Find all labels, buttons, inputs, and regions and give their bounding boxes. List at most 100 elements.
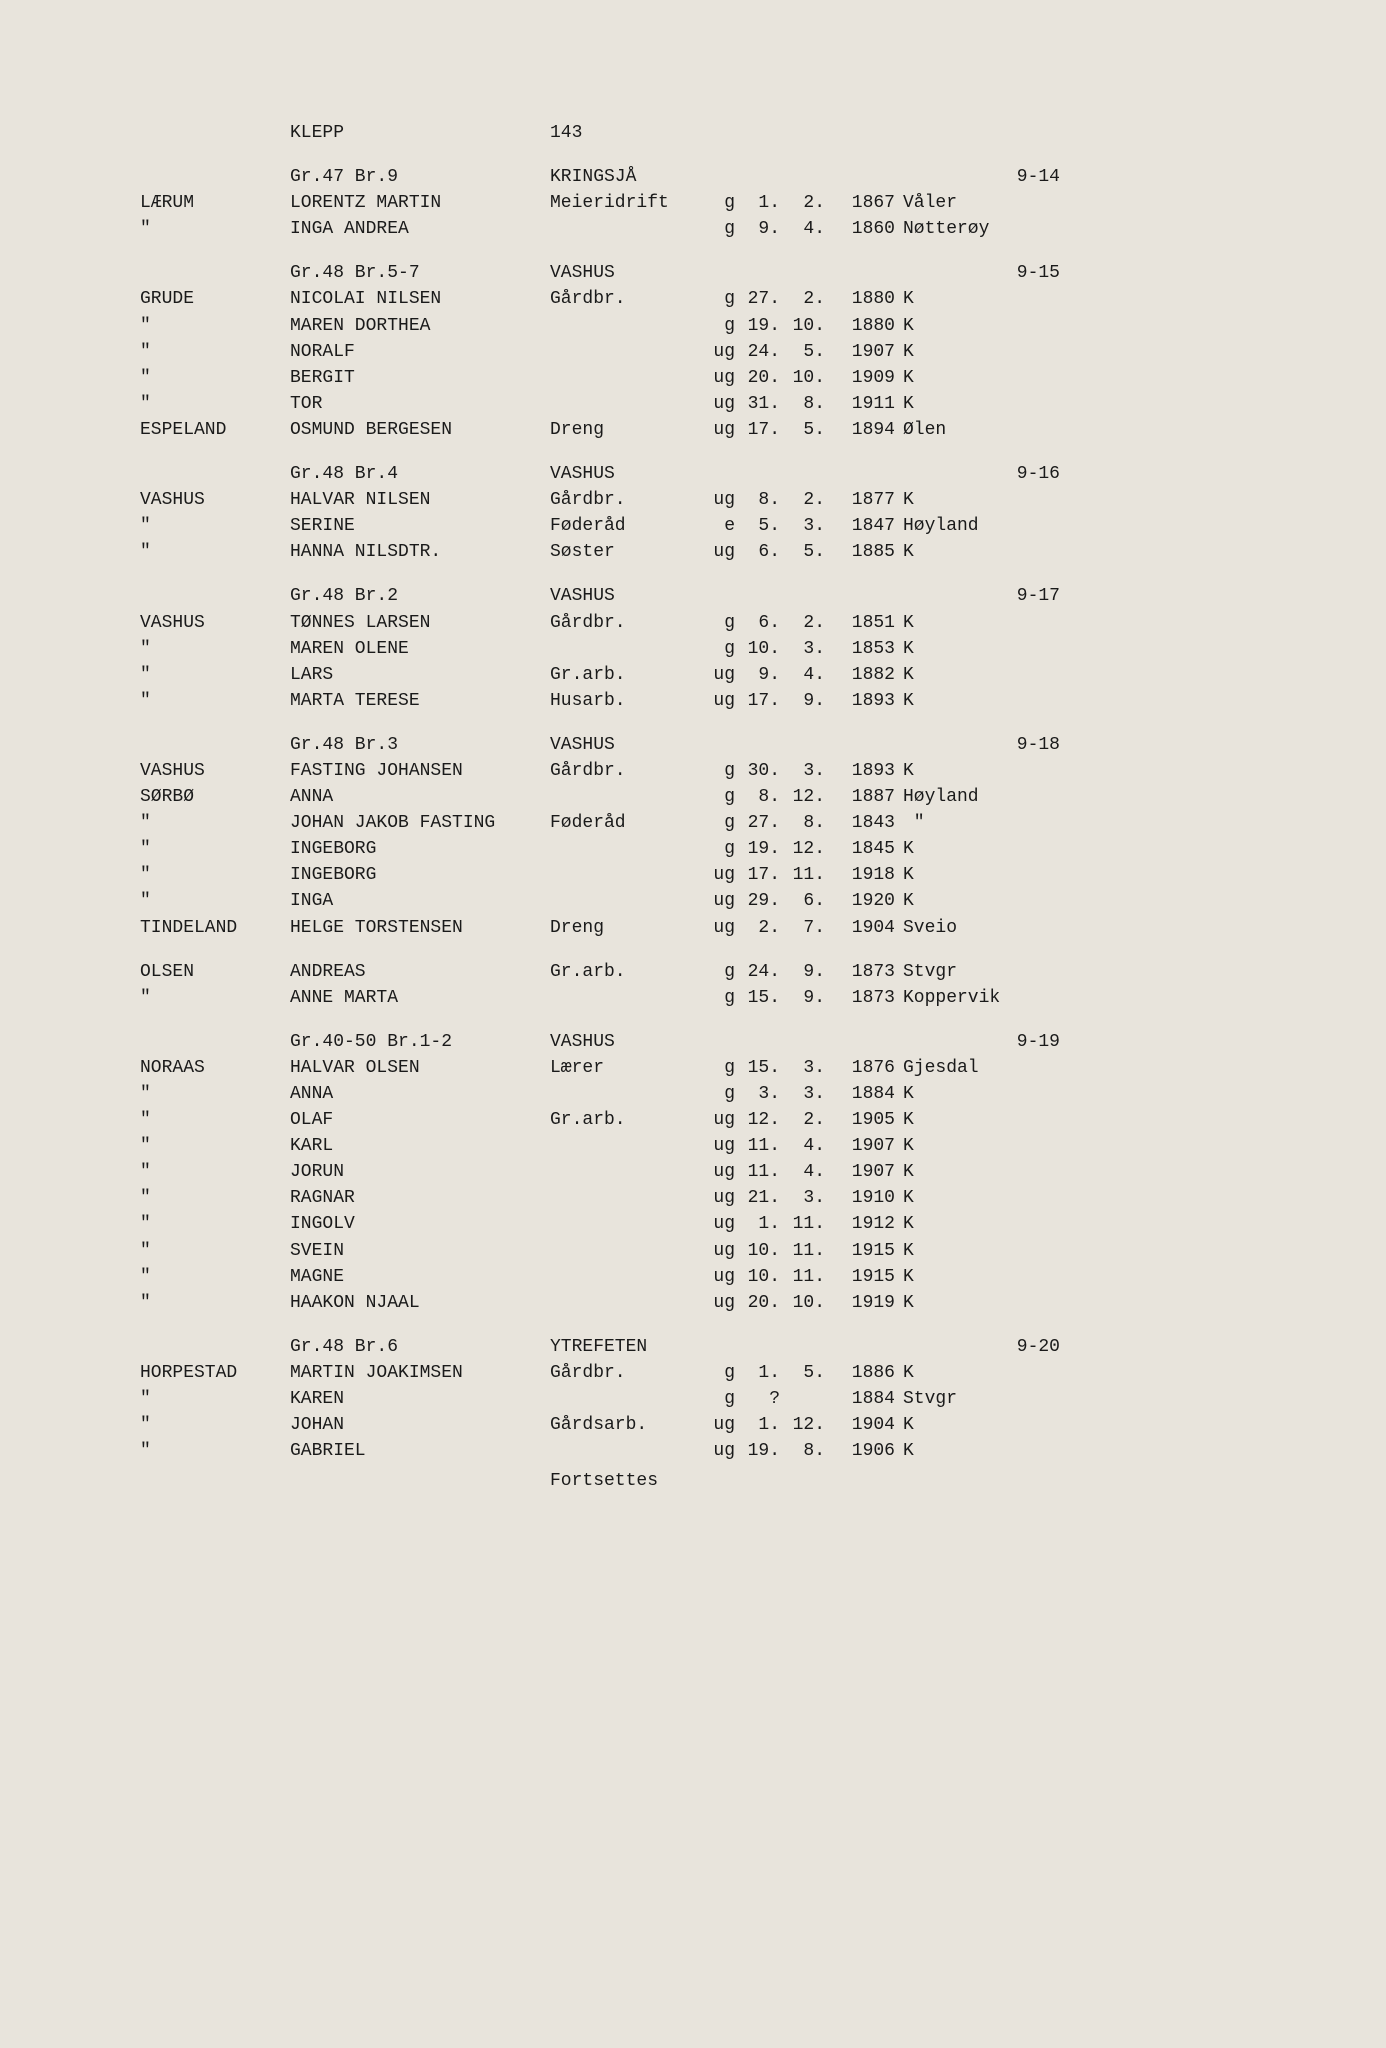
person-row: "JOHANGårdsarb.ug1.12.1904K — [140, 1412, 1140, 1438]
day-cell: 10. — [735, 1264, 780, 1290]
day-cell: 8. — [735, 784, 780, 810]
surname-cell: " — [140, 1081, 290, 1107]
occupation-cell — [550, 313, 700, 339]
farm-name: YTREFETEN — [550, 1334, 770, 1360]
place-cell: K — [903, 313, 1140, 339]
day-cell: 27. — [735, 286, 780, 312]
name-cell: NICOLAI NILSEN — [290, 286, 550, 312]
surname-cell: " — [140, 810, 290, 836]
surname-cell: " — [140, 339, 290, 365]
place-cell: K — [903, 1107, 1140, 1133]
surname-cell: " — [140, 985, 290, 1011]
year-cell: 1885 — [825, 539, 903, 565]
name-cell: KARL — [290, 1133, 550, 1159]
surname-cell: GRUDE — [140, 286, 290, 312]
surname-cell: VASHUS — [140, 758, 290, 784]
month-cell: 11. — [780, 1211, 825, 1237]
occupation-cell — [550, 216, 700, 242]
day-cell: 9. — [735, 662, 780, 688]
name-cell: RAGNAR — [290, 1185, 550, 1211]
name-cell: HELGE TORSTENSEN — [290, 915, 550, 941]
name-cell: HALVAR OLSEN — [290, 1055, 550, 1081]
month-cell: 5. — [780, 1360, 825, 1386]
month-cell: 6. — [780, 888, 825, 914]
year-cell: 1906 — [825, 1438, 903, 1464]
person-row: "KARENg?1884Stvgr — [140, 1386, 1140, 1412]
name-cell: NORALF — [290, 339, 550, 365]
day-cell: 2. — [735, 915, 780, 941]
surname-cell: TINDELAND — [140, 915, 290, 941]
year-cell: 1907 — [825, 339, 903, 365]
name-cell: FASTING JOHANSEN — [290, 758, 550, 784]
occupation-cell — [550, 1211, 700, 1237]
year-cell: 1880 — [825, 313, 903, 339]
year-cell: 1904 — [825, 915, 903, 941]
month-cell: 2. — [780, 610, 825, 636]
occupation-cell — [550, 1133, 700, 1159]
month-cell: 11. — [780, 1264, 825, 1290]
place-cell: K — [903, 836, 1140, 862]
month-cell — [780, 1386, 825, 1412]
surname-cell: " — [140, 1412, 290, 1438]
day-cell: 24. — [735, 339, 780, 365]
month-cell: 2. — [780, 286, 825, 312]
day-cell: 1. — [735, 1412, 780, 1438]
year-cell: 1851 — [825, 610, 903, 636]
person-row: "MARTA TERESEHusarb.ug17.9.1893K — [140, 688, 1140, 714]
day-cell: 10. — [735, 636, 780, 662]
month-cell: 9. — [780, 985, 825, 1011]
occupation-cell: Gårdsarb. — [550, 1412, 700, 1438]
name-cell: BERGIT — [290, 365, 550, 391]
surname-cell: " — [140, 513, 290, 539]
occupation-cell: Husarb. — [550, 688, 700, 714]
person-row: HORPESTADMARTIN JOAKIMSENGårdbr.g1.5.188… — [140, 1360, 1140, 1386]
day-cell: 11. — [735, 1133, 780, 1159]
day-cell: 1. — [735, 1360, 780, 1386]
name-cell: TØNNES LARSEN — [290, 610, 550, 636]
marital-status-cell: ug — [700, 862, 735, 888]
marital-status-cell: g — [700, 810, 735, 836]
farm-ref: Gr.48 Br.2 — [290, 583, 550, 609]
year-cell: 1873 — [825, 959, 903, 985]
farm-name: KRINGSJÅ — [550, 164, 770, 190]
section-ref: 9-18 — [770, 732, 1140, 758]
marital-status-cell: g — [700, 190, 735, 216]
month-cell: 12. — [780, 1412, 825, 1438]
place-cell: K — [903, 1238, 1140, 1264]
month-cell: 9. — [780, 959, 825, 985]
person-row: "MAREN OLENEg10.3.1853K — [140, 636, 1140, 662]
person-row: VASHUSHALVAR NILSENGårdbr.ug8.2.1877K — [140, 487, 1140, 513]
place-cell: K — [903, 1133, 1140, 1159]
year-cell: 1910 — [825, 1185, 903, 1211]
marital-status-cell: g — [700, 1081, 735, 1107]
marital-status-cell: g — [700, 636, 735, 662]
place-cell: K — [903, 636, 1140, 662]
occupation-cell — [550, 1386, 700, 1412]
month-cell: 10. — [780, 365, 825, 391]
person-row: "BERGITug20.10.1909K — [140, 365, 1140, 391]
year-cell: 1886 — [825, 1360, 903, 1386]
month-cell: 3. — [780, 758, 825, 784]
marital-status-cell: ug — [700, 417, 735, 443]
day-cell: 19. — [735, 313, 780, 339]
marital-status-cell: g — [700, 836, 735, 862]
marital-status-cell: g — [700, 1360, 735, 1386]
person-row: TINDELANDHELGE TORSTENSENDrengug2.7.1904… — [140, 915, 1140, 941]
farm-name: VASHUS — [550, 732, 770, 758]
name-cell: INGOLV — [290, 1211, 550, 1237]
place-cell: K — [903, 1438, 1140, 1464]
year-cell: 1867 — [825, 190, 903, 216]
occupation-cell: Gårdbr. — [550, 1360, 700, 1386]
person-row: VASHUSFASTING JOHANSENGårdbr.g30.3.1893K — [140, 758, 1140, 784]
day-cell: 19. — [735, 836, 780, 862]
place-cell: K — [903, 862, 1140, 888]
name-cell: JOHAN — [290, 1412, 550, 1438]
occupation-cell — [550, 862, 700, 888]
name-cell: ANNA — [290, 1081, 550, 1107]
farm-ref: Gr.48 Br.6 — [290, 1334, 550, 1360]
occupation-cell: Gårdbr. — [550, 758, 700, 784]
month-cell: 2. — [780, 487, 825, 513]
place-cell: K — [903, 365, 1140, 391]
occupation-cell — [550, 339, 700, 365]
marital-status-cell: g — [700, 985, 735, 1011]
